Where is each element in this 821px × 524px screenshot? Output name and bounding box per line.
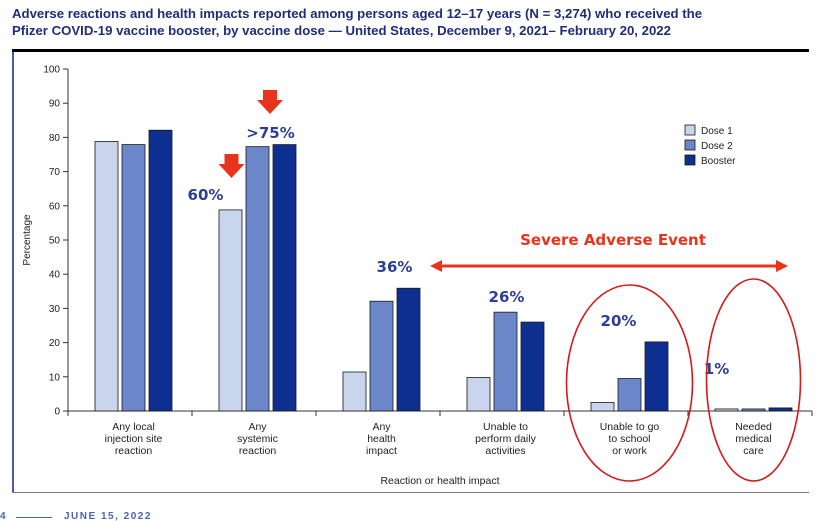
top-rule (12, 49, 809, 52)
bar (644, 341, 669, 412)
title-line-2: Pfizer COVID-19 vaccine booster, by vacc… (12, 23, 671, 38)
bar (520, 321, 545, 412)
x-tick-label: Any (372, 421, 391, 433)
y-tick-label: 70 (49, 167, 61, 178)
title-line-1: Adverse reactions and health impacts rep… (12, 6, 703, 21)
y-tick-label: 30 (49, 304, 61, 315)
bar (617, 378, 642, 412)
x-axis-label: Reaction or health impact (380, 475, 499, 487)
highlight-circle (565, 284, 694, 482)
y-axis-label: Percentage (22, 214, 33, 266)
bar (396, 287, 421, 412)
bar (768, 407, 793, 412)
x-tick-label: Needed (735, 421, 772, 433)
legend-label: Booster (701, 156, 736, 167)
x-tick-label: activities (485, 445, 525, 457)
arrowhead-left-icon (430, 260, 442, 272)
bar (369, 300, 394, 412)
page-number: 4 (0, 511, 8, 522)
x-tick-label: reaction (115, 445, 153, 457)
severe-adverse-event-label: Severe Adverse Event (520, 231, 706, 249)
legend-label: Dose 2 (701, 141, 733, 152)
x-tick-label: perform daily (475, 433, 536, 445)
footer-date: JUNE 15, 2022 (64, 511, 152, 522)
x-tick-label: impact (366, 445, 397, 457)
legend-label: Dose 1 (701, 126, 733, 137)
x-tick-label: Any local (112, 421, 155, 433)
bar (493, 311, 518, 412)
x-tick-label: Unable to (483, 421, 528, 433)
x-tick-label: reaction (239, 445, 277, 457)
legend-swatch (684, 124, 696, 136)
bar (272, 144, 297, 412)
down-arrow-icon (257, 90, 283, 114)
down-arrow-icon (218, 154, 245, 178)
x-tick-label: injection site (105, 433, 163, 445)
legend-swatch (684, 139, 696, 151)
x-tick-label: care (743, 445, 764, 457)
bottom-rule (12, 492, 809, 493)
x-tick-label: to school (608, 433, 650, 445)
callout-label: >75% (246, 124, 294, 142)
bar (218, 209, 243, 412)
y-tick-label: 60 (49, 201, 61, 212)
callout-label: 36% (377, 258, 413, 276)
left-accent-line (12, 52, 14, 492)
arrowhead-right-icon (776, 260, 788, 272)
x-tick-label: or work (612, 445, 647, 457)
y-tick-label: 50 (49, 236, 61, 247)
callout-label: 1% (704, 360, 729, 378)
bar (714, 408, 739, 412)
footer: 4 JUNE 15, 2022 (0, 511, 300, 524)
bar (466, 377, 491, 412)
y-tick-label: 20 (49, 338, 61, 349)
y-tick-label: 100 (43, 65, 60, 76)
x-tick-label: Unable to go (600, 421, 660, 433)
y-tick-label: 80 (49, 133, 61, 144)
bar (342, 371, 367, 412)
x-tick-label: health (367, 433, 396, 445)
x-tick-label: systemic (237, 433, 278, 445)
bar (590, 402, 615, 412)
callout-label: 20% (601, 312, 637, 330)
bar (148, 129, 173, 412)
y-tick-label: 90 (49, 99, 61, 110)
y-tick-label: 10 (49, 372, 61, 383)
bar (121, 144, 146, 412)
x-tick-label: medical (735, 433, 771, 445)
legend-swatch (684, 154, 696, 166)
y-tick-label: 0 (54, 407, 60, 418)
callout-label: 60% (188, 186, 224, 204)
footer-rule (16, 517, 52, 518)
callout-label: 26% (489, 288, 525, 306)
bar (741, 408, 766, 412)
x-tick-label: Any (248, 421, 267, 433)
y-tick-label: 40 (49, 270, 61, 281)
highlight-circle (705, 278, 802, 482)
chart-title: Adverse reactions and health impacts rep… (12, 5, 812, 39)
bar (94, 141, 119, 412)
bar (245, 146, 270, 412)
